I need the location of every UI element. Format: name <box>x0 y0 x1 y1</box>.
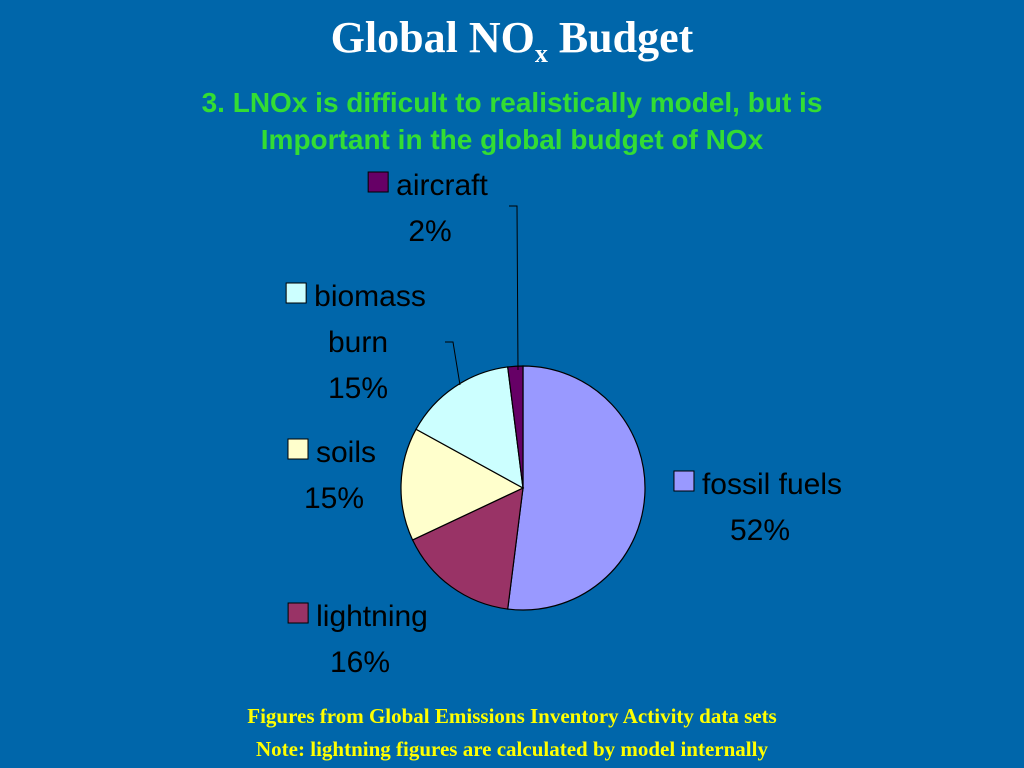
data-label-percent-soils: 15% <box>304 482 364 515</box>
title-main: Global NO <box>330 13 535 62</box>
pie-slice-fossil-fuels <box>507 365 646 611</box>
slide-title: Global NOx Budget <box>0 12 1024 67</box>
data-label-percent-fossil-fuels: 52% <box>730 514 790 547</box>
subtitle-line-1: 3. LNOx is difficult to realistically mo… <box>201 87 823 118</box>
pie-slice-aircraft <box>507 365 524 489</box>
title-end: Budget <box>547 13 694 62</box>
pie-slice-biomass-burn <box>415 366 524 490</box>
data-label-percent-lightning: 16% <box>330 646 390 679</box>
pie-slice-soils <box>400 428 525 541</box>
data-label-name-biomass-burn: biomass <box>314 280 426 313</box>
data-label-name-biomass-burn: burn <box>328 326 388 359</box>
data-label-percent-biomass-burn: 15% <box>328 372 388 405</box>
data-label-percent-aircraft: 2% <box>408 215 451 248</box>
pie-slice-lightning <box>411 486 524 610</box>
slide-subtitle: 3. LNOx is difficult to realistically mo… <box>0 84 1024 158</box>
legend-swatch-aircraft <box>367 171 389 193</box>
subtitle-line-2: Important in the global budget of NOx <box>260 124 764 155</box>
legend-swatch-fossil-fuels <box>673 470 695 492</box>
footnote-line-1: Figures from Global Emissions Inventory … <box>247 704 777 728</box>
title-subscript: x <box>534 39 548 68</box>
legend-swatch-biomass-burn <box>285 282 307 304</box>
data-label-name-lightning: lightning <box>316 600 428 633</box>
footnote: Figures from Global Emissions Inventory … <box>0 700 1024 766</box>
leader-line-biomass-burn <box>445 341 461 386</box>
data-label-name-fossil-fuels: fossil fuels <box>702 468 842 501</box>
footnote-line-2: Note: lightning figures are calculated b… <box>256 737 768 761</box>
legend-swatch-lightning <box>287 602 309 624</box>
data-label-name-soils: soils <box>316 436 376 469</box>
data-label-name-aircraft: aircraft <box>396 169 488 202</box>
legend-swatch-soils <box>287 438 309 460</box>
leader-line-aircraft <box>509 205 519 371</box>
